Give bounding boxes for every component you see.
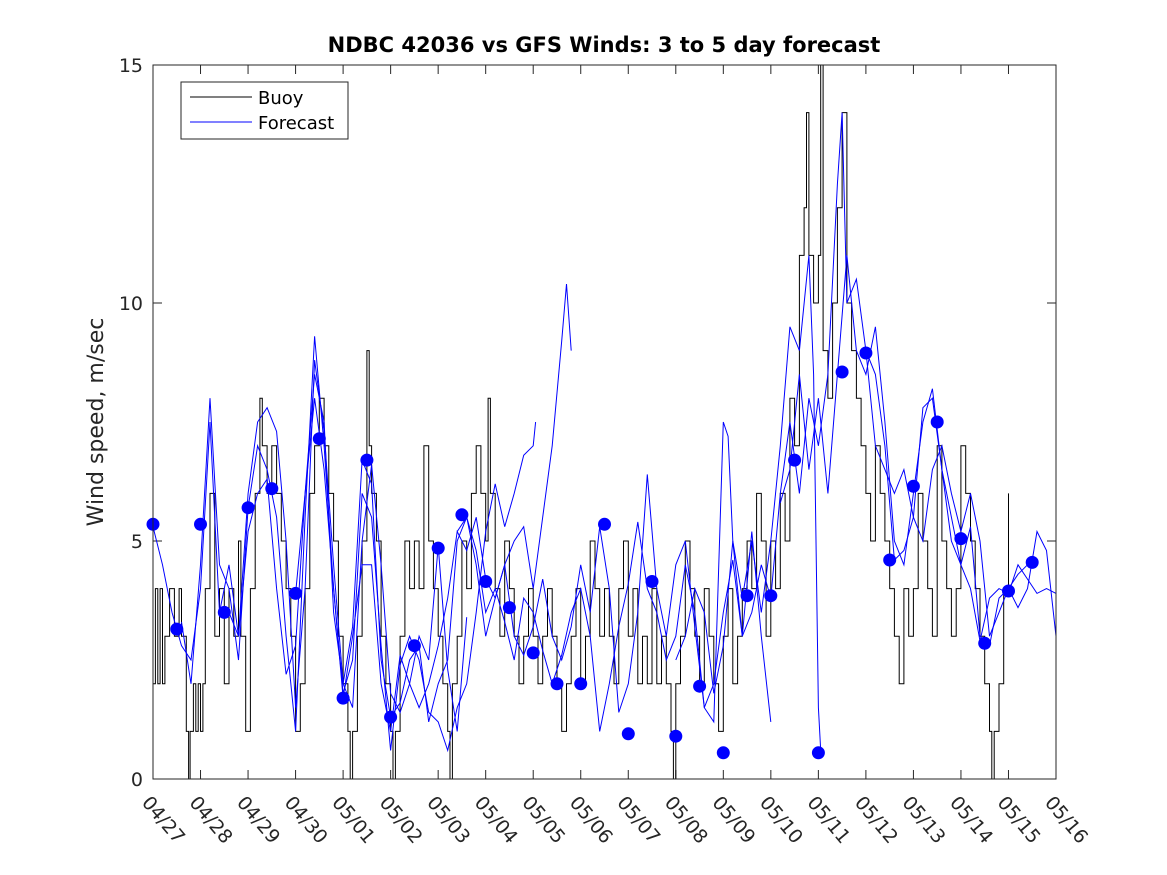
x-tick-label: 05/14	[945, 792, 997, 848]
forecast-marker	[289, 586, 303, 600]
y-tick-label: 5	[131, 531, 143, 553]
forecast-marker	[574, 677, 588, 691]
forecast-marker	[716, 746, 730, 760]
forecast-marker	[906, 479, 920, 493]
x-tick-label: 05/12	[850, 792, 902, 848]
forecast-marker	[693, 679, 707, 693]
plot-area	[153, 65, 1056, 779]
series-line-forecast	[865, 350, 1057, 642]
forecast-marker	[883, 553, 897, 567]
forecast-marker	[645, 575, 659, 588]
x-tick-label: 05/06	[565, 792, 617, 848]
forecast-marker	[384, 710, 398, 724]
x-tick-label: 05/13	[898, 792, 950, 848]
x-tick-label: 05/08	[660, 792, 712, 848]
x-tick-label: 05/09	[707, 792, 759, 848]
x-tick-label: 05/04	[470, 792, 522, 848]
forecast-marker	[954, 532, 968, 546]
forecast-marker	[550, 677, 564, 691]
x-tick-label: 04/27	[137, 792, 189, 848]
x-tick-label: 04/29	[232, 792, 284, 848]
forecast-marker	[455, 508, 469, 522]
forecast-marker	[598, 517, 611, 531]
forecast-marker	[194, 517, 207, 531]
forecast-marker	[1002, 584, 1015, 598]
plot-frame	[152, 64, 1057, 780]
forecast-marker	[740, 589, 754, 603]
forecast-markers	[146, 346, 1039, 760]
legend: Buoy Forecast	[180, 81, 349, 140]
forecast-marker	[764, 589, 778, 603]
forecast-marker	[930, 415, 944, 429]
x-tick-label: 04/28	[185, 792, 237, 848]
forecast-marker	[621, 727, 635, 741]
series-line-forecast	[456, 255, 822, 751]
x-tick-label: 05/16	[1040, 792, 1092, 848]
forecast-marker	[170, 622, 184, 636]
forecast-marker	[360, 453, 374, 467]
forecast-marker	[788, 453, 802, 467]
x-tick-label: 04/30	[280, 792, 332, 848]
forecast-marker	[336, 691, 350, 705]
forecast-marker	[431, 541, 445, 555]
forecast-marker	[859, 346, 873, 360]
forecast-marker	[407, 639, 421, 653]
forecast-marker	[526, 646, 540, 660]
series-line-forecast	[152, 360, 468, 732]
y-tick-label: 10	[119, 293, 143, 315]
forecast-marker	[502, 601, 516, 615]
forecast-marker	[978, 636, 992, 650]
x-tick-label: 05/15	[993, 792, 1045, 848]
chart-title: NDBC 42036 vs GFS Winds: 3 to 5 day fore…	[328, 33, 881, 57]
x-tick-label: 05/10	[755, 792, 807, 848]
forecast-marker	[811, 746, 825, 760]
forecast-marker	[1025, 555, 1039, 569]
x-tick-label: 05/07	[612, 792, 664, 848]
forecast-marker	[312, 432, 326, 446]
forecast-marker	[241, 501, 255, 515]
x-tick-label: 05/03	[422, 792, 474, 848]
series-line-forecast	[228, 283, 572, 732]
legend-box	[180, 81, 349, 140]
forecast-marker	[265, 482, 279, 496]
forecast-marker	[217, 605, 231, 619]
series-line-forecast	[675, 112, 1028, 694]
forecast-marker	[479, 575, 493, 588]
forecast-marker	[835, 365, 849, 379]
x-tick-label: 05/11	[803, 792, 855, 848]
legend-label-forecast: Forecast	[258, 113, 334, 134]
forecast-marker	[669, 729, 683, 743]
y-tick-label: 0	[131, 769, 143, 791]
legend-label-buoy: Buoy	[258, 88, 304, 109]
x-tick-label: 05/05	[517, 792, 569, 848]
x-tick-label: 05/02	[375, 792, 427, 848]
y-tick-label: 15	[119, 55, 143, 77]
y-axis-label: Wind speed, m/sec	[84, 318, 109, 527]
x-tick-label: 05/01	[327, 792, 379, 848]
